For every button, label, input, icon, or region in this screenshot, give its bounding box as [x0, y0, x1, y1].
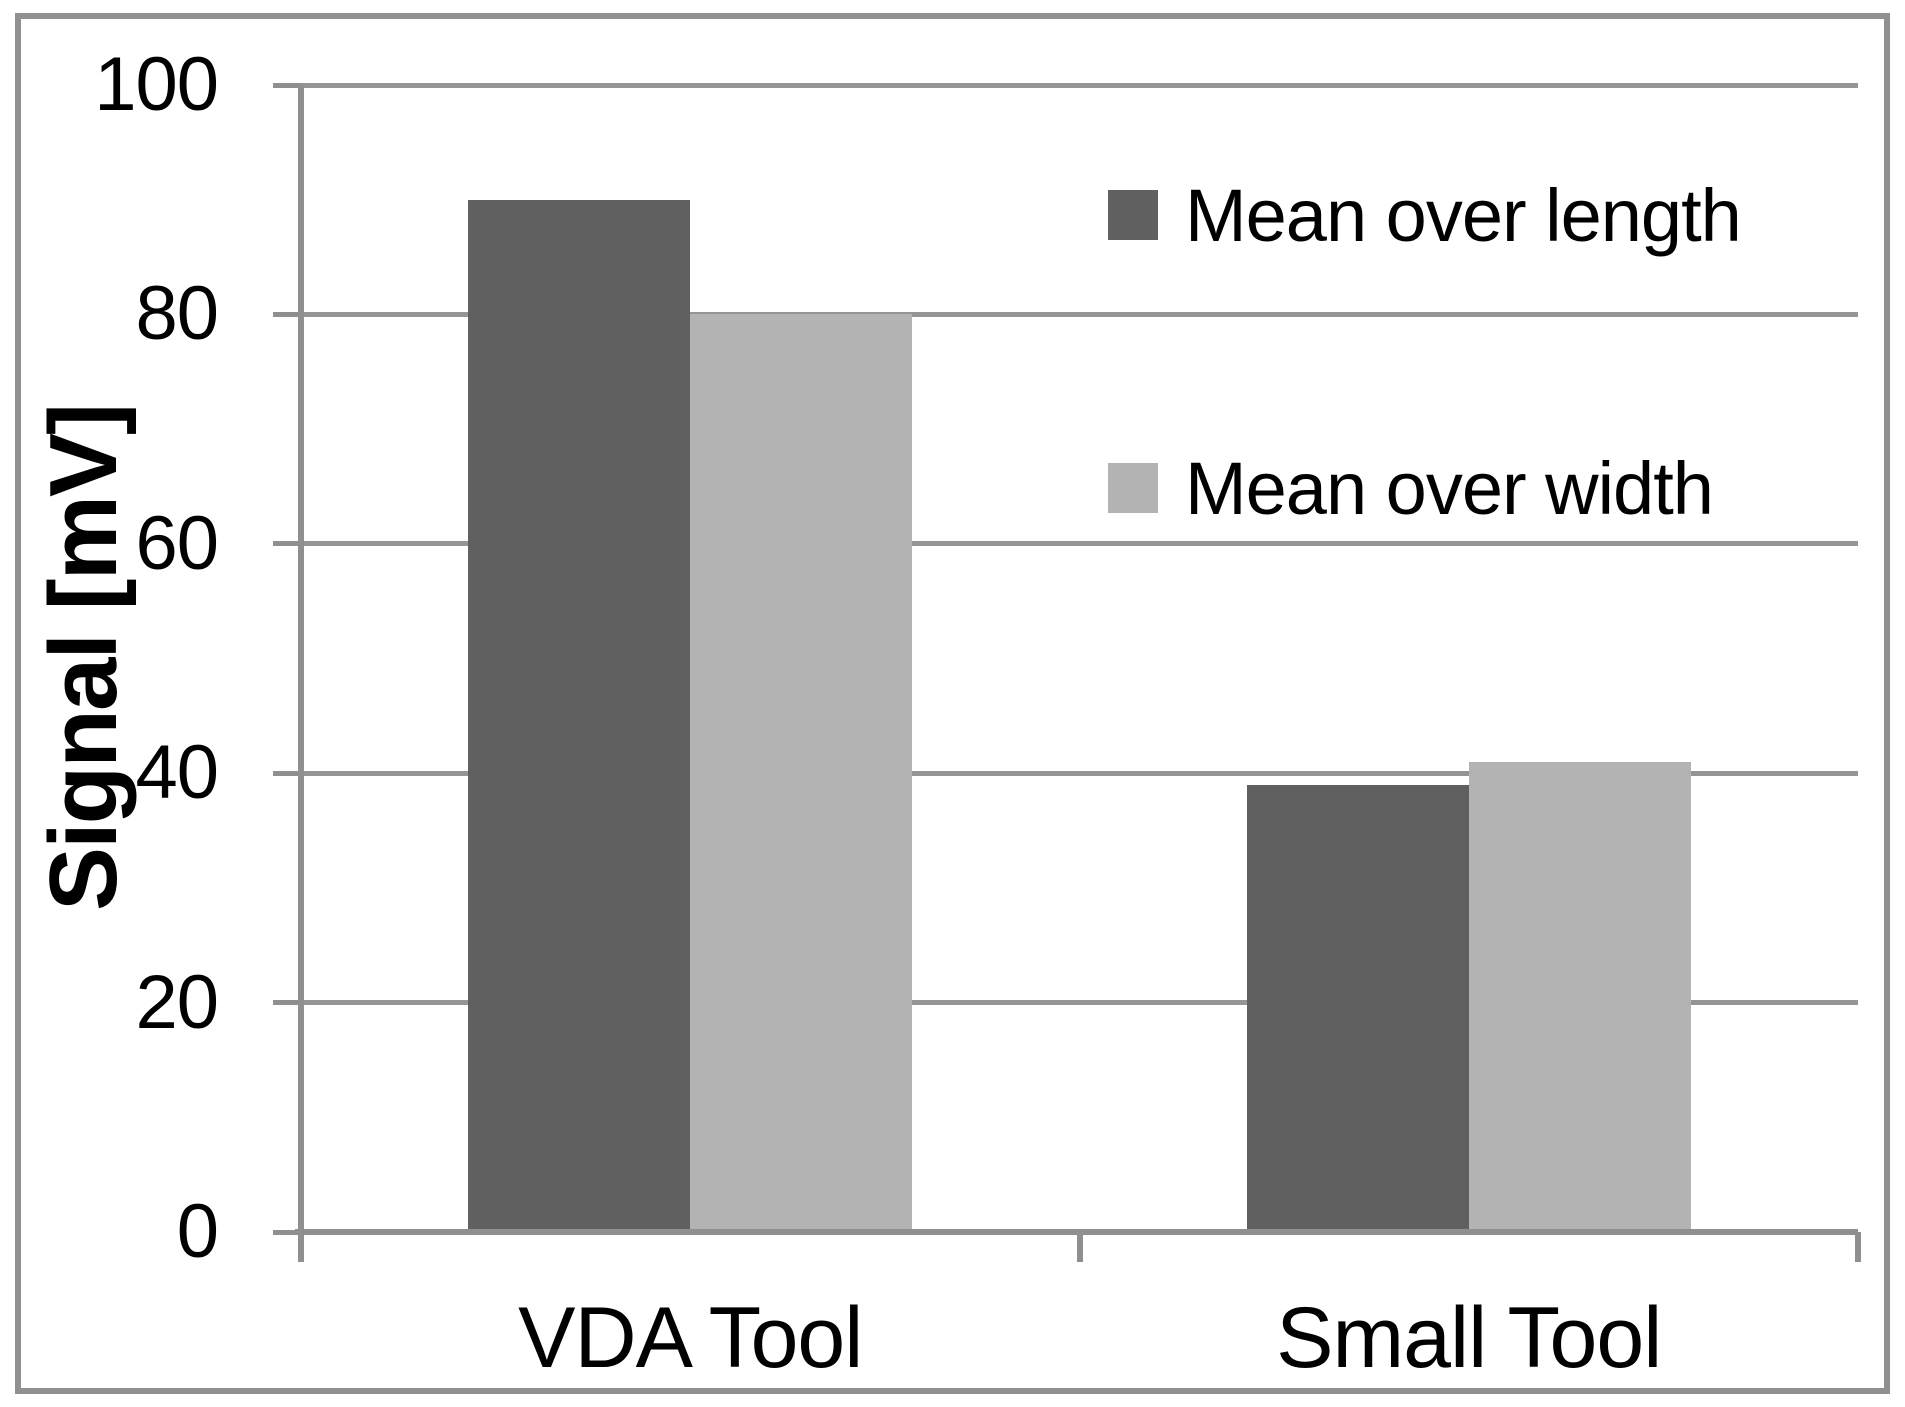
y-gridline-40 — [301, 770, 1858, 776]
y-tick-label-40: 40 — [135, 730, 219, 816]
legend-label-mean-over-width: Mean over width — [1185, 446, 1714, 530]
y-tick-40 — [273, 770, 301, 776]
y-tick-20 — [273, 1000, 301, 1006]
y-tick-80 — [273, 311, 301, 317]
y-tick-label-60: 60 — [135, 500, 219, 586]
x-tick-2 — [1855, 1232, 1861, 1262]
x-category-label-small-tool: Small Tool — [1276, 1290, 1662, 1386]
y-gridline-80 — [301, 311, 1858, 317]
bar-mean-over-width-small-tool — [1468, 761, 1691, 1232]
y-gridline-60 — [301, 541, 1858, 547]
y-tick-label-100: 100 — [94, 42, 219, 127]
y-gridline-20 — [301, 1000, 1858, 1006]
y-tick-0 — [273, 1229, 301, 1235]
chart-border — [15, 13, 1890, 1394]
legend-swatch-mean-over-width — [1108, 463, 1158, 513]
x-tick-0 — [298, 1232, 304, 1262]
y-tick-100 — [273, 82, 301, 88]
y-axis-title: Signal [mV] — [30, 404, 137, 912]
x-tick-1 — [1076, 1232, 1083, 1262]
legend-item-mean-over-length: Mean over length — [1108, 165, 1742, 265]
y-tick-label-80: 80 — [135, 271, 219, 357]
legend-swatch-mean-over-length — [1108, 190, 1158, 240]
legend-item-mean-over-width: Mean over width — [1108, 438, 1714, 538]
plot-area — [301, 82, 1858, 1232]
y-axis-line — [298, 85, 304, 1262]
legend-label-mean-over-length: Mean over length — [1185, 173, 1742, 257]
y-gridline-100 — [301, 82, 1858, 88]
bar-mean-over-length-vda-tool — [468, 199, 691, 1232]
y-tick-label-0: 0 — [176, 1189, 219, 1274]
y-tick-label-20: 20 — [135, 959, 219, 1045]
y-tick-60 — [273, 541, 301, 547]
bar-mean-over-width-vda-tool — [690, 314, 913, 1232]
x-category-label-vda-tool: VDA Tool — [518, 1290, 863, 1386]
bar-mean-over-length-small-tool — [1246, 784, 1469, 1232]
